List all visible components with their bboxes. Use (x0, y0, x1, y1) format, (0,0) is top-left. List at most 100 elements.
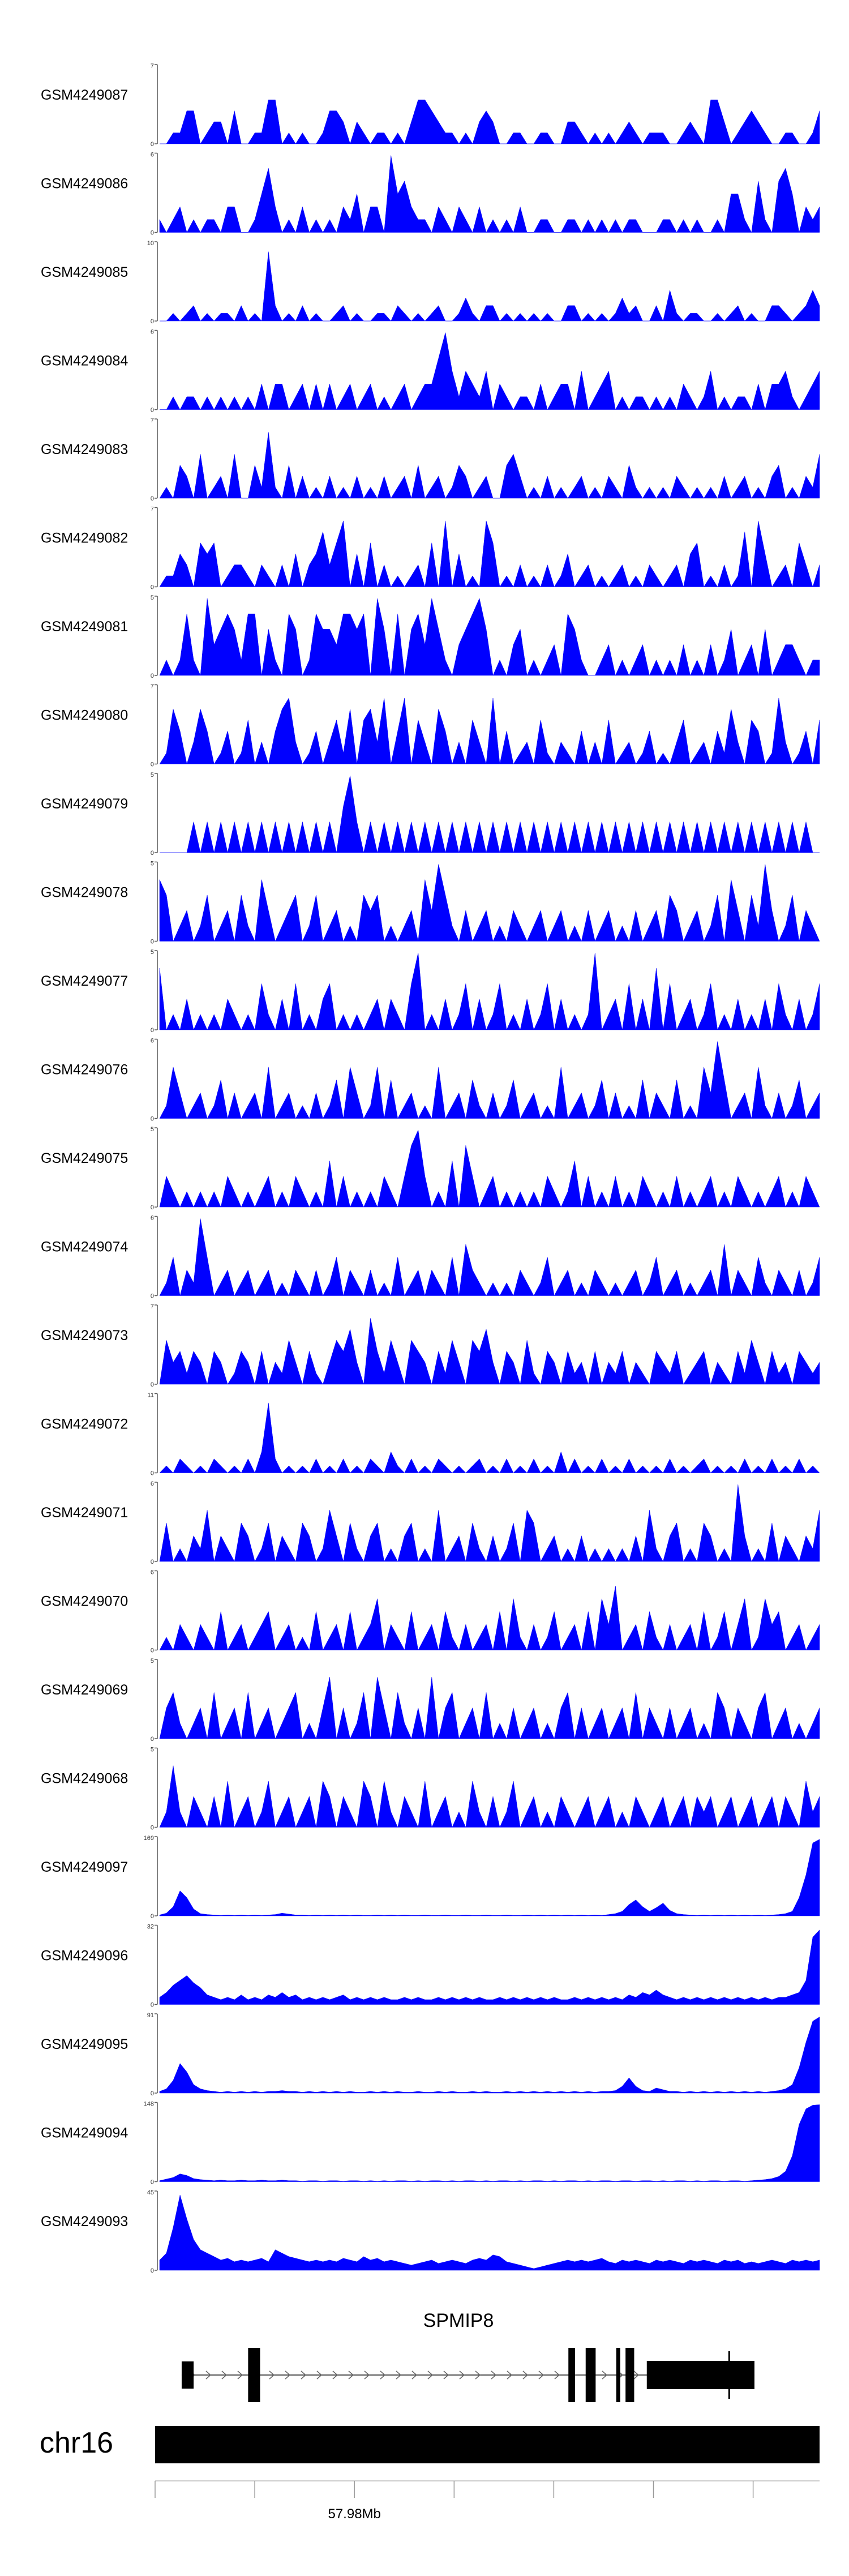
track-ymin-label: 0 (151, 2267, 154, 2274)
track-label: GSM4249072 (41, 1417, 128, 1432)
strand-arrow (522, 2370, 529, 2380)
strand-arrow (301, 2370, 307, 2380)
track-ymax-label: 91 (147, 2012, 154, 2019)
track-ymin-label: 0 (151, 1736, 154, 1743)
track-ymax-label: 6 (151, 1569, 154, 1576)
track-GSM4249083: GSM4249083 7 0 (41, 417, 820, 502)
strand-arrow (459, 2370, 465, 2380)
track-GSM4249080: GSM4249080 7 0 (41, 683, 820, 768)
exon (248, 2348, 260, 2402)
coverage-area (159, 1677, 820, 1739)
strand-arrow (507, 2370, 513, 2380)
track-GSM4249087: GSM4249087 7 0 (41, 63, 820, 148)
strand-arrow (443, 2370, 449, 2380)
track-GSM4249095: GSM4249095 91 0 (41, 2012, 820, 2097)
coverage-area (159, 432, 820, 499)
track-GSM4249086: GSM4249086 6 0 (41, 152, 820, 237)
track-ymax-label: 32 (147, 1924, 154, 1931)
track-ymin-label: 0 (151, 2179, 154, 2186)
track-label: GSM4249069 (41, 1682, 128, 1698)
track-GSM4249071: GSM4249071 6 0 (41, 1480, 820, 1565)
track-label: GSM4249079 (41, 796, 128, 812)
coverage-area (159, 1129, 820, 1208)
track-ymin-label: 0 (151, 495, 154, 502)
coverage-area (159, 1586, 820, 1651)
coverage-tracks: GSM424908770GSM424908660GSM4249085100GSM… (41, 63, 820, 2274)
gene-label: SPMIP8 (423, 2310, 494, 2331)
track-ymin-label: 0 (151, 1027, 154, 1034)
track-ymin-label: 0 (151, 761, 154, 768)
exon (568, 2348, 575, 2402)
track-ymin-label: 0 (151, 939, 154, 945)
strand-arrow (348, 2370, 354, 2380)
track-ymax-label: 6 (151, 1480, 154, 1487)
track-ymax-label: 7 (151, 417, 154, 424)
gene-exons (181, 2348, 754, 2402)
track-GSM4249072: GSM4249072 11 0 (41, 1392, 820, 1477)
track-ymin-label: 0 (151, 673, 154, 679)
track-ymax-label: 6 (151, 1038, 154, 1045)
track-label: GSM4249093 (41, 2214, 128, 2230)
track-ymin-label: 0 (151, 1648, 154, 1654)
track-ymax-label: 5 (151, 861, 154, 867)
track-GSM4249075: GSM4249075 5 0 (41, 1126, 820, 1211)
track-ymax-label: 7 (151, 506, 154, 513)
track-label: GSM4249075 (41, 1150, 128, 1166)
track-ymin-label: 0 (151, 1381, 154, 1388)
coverage-area (159, 2104, 820, 2182)
track-GSM4249094: GSM4249094 148 0 (41, 2101, 820, 2186)
track-GSM4249077: GSM4249077 5 0 (41, 949, 820, 1034)
coverage-area (160, 332, 820, 410)
track-label: GSM4249094 (41, 2125, 128, 2141)
coverage-area (159, 155, 820, 233)
coverage-area (159, 1218, 820, 1296)
track-GSM4249081: GSM4249081 5 0 (41, 594, 820, 679)
track-label: GSM4249083 (41, 442, 128, 457)
chromosome-label: chr16 (40, 2427, 113, 2459)
track-GSM4249085: GSM4249085 10 0 (41, 240, 820, 325)
track-GSM4249097: GSM4249097 169 0 (41, 1835, 820, 1920)
x-axis-ticks: 57.98Mb (155, 2481, 754, 2522)
coverage-area (160, 100, 820, 144)
strand-arrow (364, 2370, 370, 2380)
chromosome-track: chr16 57.98Mb (40, 2426, 820, 2522)
track-GSM4249078: GSM4249078 5 0 (41, 861, 820, 945)
track-ymin-label: 0 (151, 584, 154, 591)
x-axis-tick-label: 57.98Mb (328, 2506, 380, 2522)
track-ymax-label: 6 (151, 152, 154, 159)
track-GSM4249082: GSM4249082 7 0 (41, 506, 820, 591)
strand-arrow (633, 2370, 640, 2380)
coverage-area (160, 775, 820, 853)
coverage-area (159, 2017, 820, 2094)
track-GSM4249069: GSM4249069 5 0 (41, 1658, 820, 1743)
track-GSM4249096: GSM4249096 32 0 (41, 1924, 820, 2009)
track-label: GSM4249096 (41, 1948, 128, 1964)
track-label: GSM4249070 (41, 1594, 128, 1610)
coverage-area (159, 1318, 820, 1385)
coverage-area (159, 1929, 820, 2005)
track-label: GSM4249086 (41, 176, 128, 192)
strand-arrow (269, 2370, 275, 2380)
exon (646, 2361, 754, 2389)
track-label: GSM4249097 (41, 1859, 128, 1875)
track-ymin-label: 0 (151, 407, 154, 414)
track-GSM4249079: GSM4249079 5 0 (41, 772, 820, 857)
track-label: GSM4249085 (41, 264, 128, 280)
strand-arrow (602, 2370, 608, 2380)
track-ymax-label: 5 (151, 1126, 154, 1133)
track-GSM4249084: GSM4249084 6 0 (41, 329, 820, 414)
track-ymax-label: 7 (151, 63, 154, 70)
track-label: GSM4249068 (41, 1771, 128, 1787)
gene-annotation-track: SPMIP8 (181, 2310, 754, 2402)
track-label: GSM4249082 (41, 530, 128, 546)
track-ymin-label: 0 (151, 1116, 154, 1123)
strand-arrow (332, 2370, 338, 2380)
exon (181, 2361, 194, 2389)
track-ymax-label: 7 (151, 1303, 154, 1310)
track-ymin-label: 0 (151, 318, 154, 325)
coverage-area (160, 251, 820, 322)
strand-arrow (538, 2370, 544, 2380)
track-ymax-label: 169 (144, 1835, 154, 1842)
track-label: GSM4249080 (41, 708, 128, 724)
